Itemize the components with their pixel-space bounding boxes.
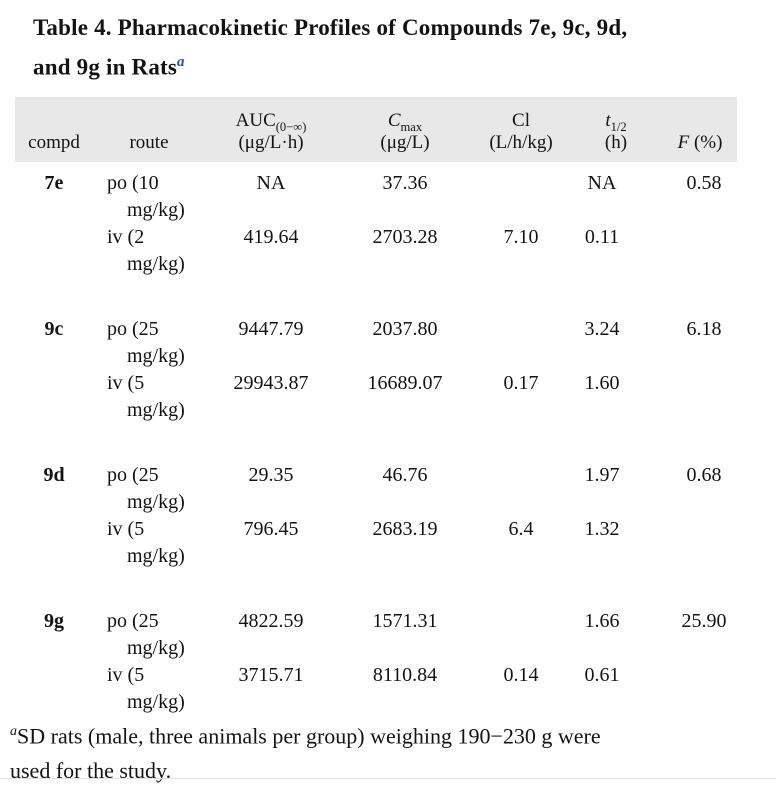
compound-id: 7e bbox=[44, 172, 64, 194]
route-cell: iv (5 mg/kg) bbox=[107, 372, 185, 421]
cmax-value: 2037.80 bbox=[372, 318, 438, 340]
table-title: Table 4. Pharmacokinetic Profiles of Com… bbox=[33, 10, 763, 85]
compound-id: 9d bbox=[43, 464, 65, 486]
thalf-unit: (h) bbox=[604, 132, 628, 153]
column-header-f: F (%) bbox=[663, 97, 737, 162]
table-title-line1: Table 4. Pharmacokinetic Profiles of Com… bbox=[33, 15, 628, 40]
cmax-unit: (μg/L) bbox=[380, 132, 430, 153]
bottom-divider bbox=[0, 778, 776, 779]
thalf-value: 1.66 bbox=[584, 610, 620, 632]
table-header-row: compd route AUC(0−∞) (μg/L·h) Cmax (μg/L) … bbox=[15, 97, 737, 162]
route-cell: po (10 mg/kg) bbox=[107, 172, 185, 221]
footnote-line1: SD rats (male, three animals per group) … bbox=[17, 723, 601, 749]
compound-group-9g: 9g po (25 mg/kg) 4822.59 1571.31 1.66 25.… bbox=[15, 570, 737, 716]
cl-value bbox=[473, 278, 569, 370]
auc-value: 3715.71 bbox=[238, 664, 304, 686]
table-title-footnote-marker: a bbox=[177, 54, 185, 70]
route-cell: po (25 mg/kg) bbox=[107, 318, 185, 367]
cl-value bbox=[473, 570, 569, 662]
compound-id bbox=[15, 370, 93, 424]
f-value: 0.68 bbox=[686, 464, 722, 486]
f-value: 0.58 bbox=[686, 172, 722, 194]
footnote-line2: used for the study. bbox=[10, 758, 172, 784]
compound-id bbox=[15, 516, 93, 570]
table-row: iv (5 mg/kg) 3715.71 8110.84 0.14 0.61 bbox=[15, 662, 737, 716]
thalf-subscript: 1/2 bbox=[610, 119, 627, 134]
thalf-value: 0.11 bbox=[584, 226, 620, 248]
f-value bbox=[663, 224, 737, 278]
column-header-thalf: t1/2 (h) bbox=[569, 97, 663, 162]
cmax-subscript: max bbox=[400, 119, 423, 134]
table-footnote: aSD rats (male, three animals per group)… bbox=[10, 714, 770, 788]
route-cell: iv (5 mg/kg) bbox=[107, 518, 185, 567]
route-cell: iv (2 mg/kg) bbox=[107, 226, 185, 275]
f-value bbox=[663, 662, 737, 716]
auc-unit: (μg/L·h) bbox=[238, 132, 304, 153]
cmax-value: 2683.19 bbox=[372, 518, 438, 540]
auc-subscript: (0−∞) bbox=[275, 119, 307, 134]
f-value bbox=[663, 516, 737, 570]
table-row: 9c po (25 mg/kg) 9447.79 2037.80 3.24 6.1… bbox=[15, 278, 737, 370]
cl-unit: (L/h/kg) bbox=[489, 132, 553, 153]
auc-value: 29943.87 bbox=[233, 372, 309, 394]
cmax-value: 16689.07 bbox=[367, 372, 443, 394]
cl-value: 7.10 bbox=[503, 226, 539, 248]
column-header-compd: compd bbox=[15, 97, 93, 162]
auc-value: 29.35 bbox=[248, 464, 294, 486]
cl-value bbox=[473, 162, 569, 224]
f-value: 25.90 bbox=[681, 610, 727, 632]
thalf-value: 1.97 bbox=[584, 464, 620, 486]
table-row: 9d po (25 mg/kg) 29.35 46.76 1.97 0.68 bbox=[15, 424, 737, 516]
f-value bbox=[663, 370, 737, 424]
cmax-value: 46.76 bbox=[382, 464, 428, 486]
thalf-value: 3.24 bbox=[584, 318, 620, 340]
cl-value: 0.17 bbox=[503, 372, 539, 394]
f-unit: (%) bbox=[693, 132, 723, 153]
auc-value: 796.45 bbox=[243, 518, 299, 540]
table-row: iv (5 mg/kg) 796.45 2683.19 6.4 1.32 bbox=[15, 516, 737, 570]
thalf-value: NA bbox=[587, 172, 617, 194]
auc-value: 9447.79 bbox=[238, 318, 304, 340]
cl-value: 0.14 bbox=[503, 664, 539, 686]
cl-value bbox=[473, 424, 569, 516]
cmax-value: 8110.84 bbox=[372, 664, 438, 686]
compound-id bbox=[15, 224, 93, 278]
thalf-value: 0.61 bbox=[584, 664, 620, 686]
compound-id: 9g bbox=[44, 610, 64, 632]
cl-value: 6.4 bbox=[508, 518, 534, 540]
cmax-value: 37.36 bbox=[382, 172, 428, 194]
column-header-cl: Cl (L/h/kg) bbox=[473, 97, 569, 162]
auc-value: 4822.59 bbox=[238, 610, 304, 632]
column-header-auc: AUC(0−∞) (μg/L·h) bbox=[205, 97, 337, 162]
route-cell: iv (5 mg/kg) bbox=[107, 664, 185, 713]
thalf-value: 1.60 bbox=[584, 372, 620, 394]
f-value: 6.18 bbox=[686, 318, 722, 340]
compound-id: 9c bbox=[44, 318, 64, 340]
column-header-route: route bbox=[93, 97, 205, 162]
compound-id bbox=[15, 662, 93, 716]
column-header-cmax: Cmax (μg/L) bbox=[337, 97, 473, 162]
table-row: iv (5 mg/kg) 29943.87 16689.07 0.17 1.60 bbox=[15, 370, 737, 424]
table-row: 7e po (10 mg/kg) NA 37.36 NA 0.58 bbox=[15, 162, 737, 224]
table-row: iv (2 mg/kg) 419.64 2703.28 7.10 0.11 bbox=[15, 224, 737, 278]
pharmacokinetics-table: compd route AUC(0−∞) (μg/L·h) Cmax (μg/L) … bbox=[15, 97, 737, 716]
route-cell: po (25 mg/kg) bbox=[107, 610, 185, 659]
thalf-value: 1.32 bbox=[584, 518, 620, 540]
cmax-value: 2703.28 bbox=[372, 226, 438, 248]
auc-value: NA bbox=[256, 172, 286, 194]
footnote-marker: a bbox=[10, 724, 17, 739]
cmax-value: 1571.31 bbox=[372, 610, 438, 632]
compound-group-7e: 7e po (10 mg/kg) NA 37.36 NA 0.58 iv (2 mg… bbox=[15, 162, 737, 278]
table-title-line2: and 9g in Rats bbox=[33, 54, 178, 80]
compound-group-9c: 9c po (25 mg/kg) 9447.79 2037.80 3.24 6.1… bbox=[15, 278, 737, 424]
route-cell: po (25 mg/kg) bbox=[107, 464, 185, 513]
auc-value: 419.64 bbox=[243, 226, 299, 248]
compound-group-9d: 9d po (25 mg/kg) 29.35 46.76 1.97 0.68 iv… bbox=[15, 424, 737, 570]
table-row: 9g po (25 mg/kg) 4822.59 1571.31 1.66 25.… bbox=[15, 570, 737, 662]
